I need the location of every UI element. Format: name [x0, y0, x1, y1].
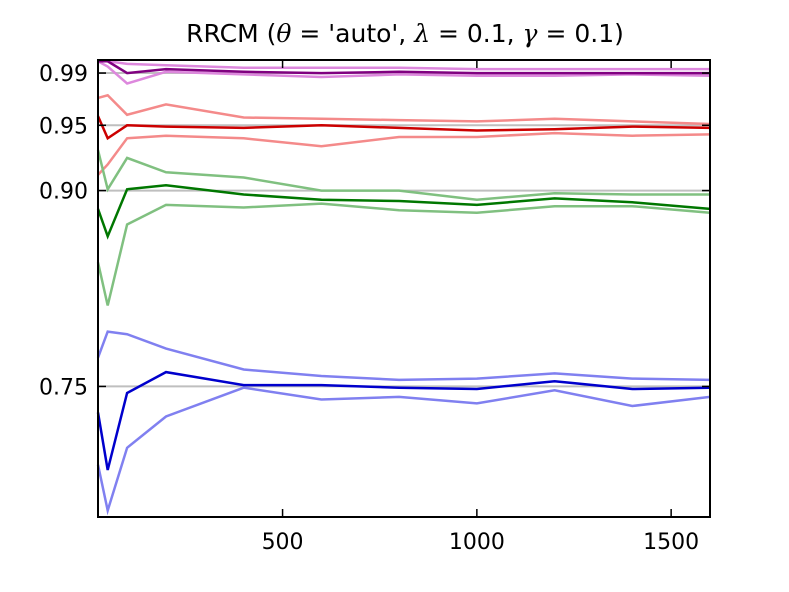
- chart-title-gamma-value: = 0.1): [538, 19, 624, 48]
- series-lines: [96, 60, 711, 516]
- x-tick-label-2: 1500: [643, 530, 699, 555]
- chart-title-theta: θ: [276, 19, 291, 48]
- chart-title-prefix: RRCM (: [186, 19, 276, 48]
- axes: [97, 59, 711, 518]
- series-line-10-center: [96, 370, 711, 471]
- chart-title: RRCM (θ = 'auto', λ = 0.1, γ = 0.1): [186, 19, 624, 48]
- plot-frame: [97, 59, 711, 518]
- chart-title-lambda-value: = 0.1,: [430, 19, 523, 48]
- series-line-2-band-lower: [97, 60, 711, 85]
- series-line-0-band-upper: [98, 60, 710, 71]
- series-line-3-band-upper: [97, 93, 711, 126]
- y-tick-label-1: 0.90: [39, 180, 88, 205]
- y-tick-label-0: 0.75: [39, 375, 88, 400]
- series-line-7-center: [96, 184, 711, 240]
- series-line-5-band-lower: [97, 131, 711, 176]
- x-tick-label-1: 1000: [449, 530, 505, 555]
- series-line-8-band-lower: [96, 202, 711, 306]
- ticks: 500 1000 1500 0.75 0.90 0.95 0.99: [39, 60, 710, 555]
- y-tick-label-3: 0.99: [39, 62, 88, 87]
- series-line-4-center: [96, 115, 711, 141]
- chart-title-gamma: γ: [523, 19, 538, 48]
- chart-title-theta-value: = 'auto',: [291, 19, 414, 48]
- series-line-9-band-upper: [96, 330, 711, 382]
- chart-title-lambda: λ: [413, 19, 430, 48]
- y-tick-label-2: 0.95: [39, 114, 88, 139]
- series-line-11-band-lower: [96, 386, 711, 516]
- series-line-1-center: [98, 60, 710, 75]
- series-line-6-band-upper: [96, 149, 710, 201]
- x-tick-label-0: 500: [262, 530, 304, 555]
